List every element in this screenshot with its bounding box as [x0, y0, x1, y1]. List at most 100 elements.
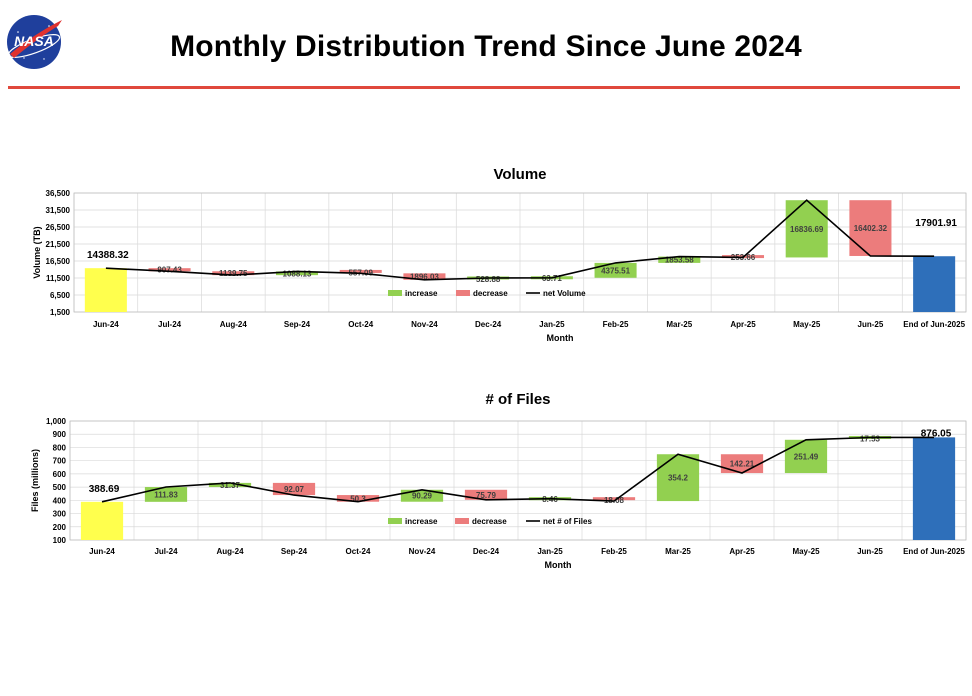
- y-axis-label: Files (millions): [30, 449, 40, 512]
- increase-bar: [784, 439, 828, 474]
- end-bar-label: 17901.91: [915, 218, 957, 229]
- start-bar: [84, 268, 127, 312]
- x-tick-label: Nov-24: [409, 547, 436, 556]
- increase-bar: [208, 482, 252, 488]
- y-tick-label: 500: [53, 483, 67, 492]
- x-tick-label: Jun-24: [93, 320, 119, 329]
- decrease-bar: [212, 271, 255, 276]
- start-bar-label: 14388.32: [87, 250, 129, 261]
- x-axis-label: Month: [547, 333, 574, 343]
- increase-bar: [400, 489, 444, 502]
- y-tick-label: 900: [53, 430, 67, 439]
- change-bar-label: 528.88: [476, 275, 501, 284]
- x-tick-label: Jun-25: [858, 320, 884, 329]
- chart-title: Volume: [493, 166, 546, 183]
- change-bar-label: 1896.03: [410, 273, 439, 282]
- y-tick-label: 6,500: [50, 291, 71, 300]
- y-tick-label: 31,500: [46, 206, 71, 215]
- y-tick-label: 1,000: [46, 417, 67, 426]
- change-bar-label: 1853.58: [665, 256, 694, 265]
- y-tick-label: 100: [53, 536, 67, 545]
- legend-increase-label: increase: [405, 517, 438, 526]
- y-tick-label: 300: [53, 510, 67, 519]
- legend-decrease-label: decrease: [472, 517, 507, 526]
- y-tick-label: 700: [53, 457, 67, 466]
- decrease-bar: [336, 495, 380, 502]
- change-bar-label: 111.83: [154, 490, 178, 499]
- x-tick-label: Apr-25: [729, 547, 755, 556]
- plot-area-border: [69, 420, 967, 541]
- chart-title: # of Files: [485, 391, 550, 408]
- change-bar-label: 92.07: [284, 485, 305, 494]
- change-bar-label: 1139.75: [219, 269, 248, 278]
- decrease-bar: [339, 269, 382, 273]
- x-tick-label: Dec-24: [475, 320, 502, 329]
- change-bar-label: 4375.51: [601, 266, 630, 275]
- change-bar-label: 90.29: [412, 492, 433, 501]
- change-bar-label: 251.49: [794, 452, 819, 461]
- increase-bar: [594, 262, 637, 278]
- x-tick-label: Oct-24: [348, 320, 373, 329]
- increase-bar: [785, 200, 828, 258]
- legend-decrease-swatch: [456, 290, 470, 296]
- decrease-bar: [464, 489, 508, 500]
- x-tick-label: Oct-24: [346, 547, 371, 556]
- x-tick-label: May-25: [792, 547, 820, 556]
- x-tick-label: Nov-24: [411, 320, 438, 329]
- change-bar-label: 17.53: [860, 435, 881, 444]
- legend-net-label: net # of Files: [543, 517, 592, 526]
- end-bar-label: 876.05: [921, 428, 952, 439]
- x-tick-label: Jan-25: [537, 547, 563, 556]
- y-tick-label: 800: [53, 443, 67, 452]
- change-bar-label: 16836.69: [790, 225, 824, 234]
- end-bar: [912, 437, 956, 540]
- x-tick-label: Sep-24: [284, 320, 311, 329]
- x-tick-label: Jun-24: [89, 547, 115, 556]
- net-line: [101, 436, 935, 503]
- increase-bar: [144, 487, 188, 502]
- y-tick-label: 600: [53, 470, 67, 479]
- y-tick-label: 1,500: [50, 308, 71, 317]
- decrease-bar: [148, 268, 191, 272]
- x-tick-label: May-25: [793, 320, 821, 329]
- end-bar: [913, 256, 956, 312]
- title-divider: [8, 86, 960, 89]
- x-tick-label: End of Jun-2025: [903, 547, 965, 556]
- decrease-bar: [592, 497, 636, 501]
- x-tick-label: Mar-25: [666, 320, 692, 329]
- y-tick-label: 16,500: [46, 257, 71, 266]
- start-bar: [80, 501, 124, 540]
- increase-bar: [658, 256, 701, 263]
- y-tick-label: 11,500: [46, 274, 71, 283]
- x-tick-label: Jul-24: [158, 320, 182, 329]
- increase-bar: [656, 454, 700, 502]
- change-bar-label: 907.43: [157, 266, 182, 275]
- change-bar-label: 354.2: [668, 474, 689, 483]
- legend-increase-label: increase: [405, 289, 438, 298]
- legend-increase-swatch: [388, 290, 402, 296]
- x-tick-label: Sep-24: [281, 547, 308, 556]
- legend-decrease-label: decrease: [473, 289, 508, 298]
- net-line: [105, 199, 935, 281]
- y-tick-label: 21,500: [46, 240, 71, 249]
- x-tick-label: Aug-24: [220, 320, 248, 329]
- legend-increase-swatch: [388, 518, 402, 524]
- y-axis-label: Volume (TB): [32, 226, 42, 278]
- y-tick-label: 400: [53, 496, 67, 505]
- change-bar-label: 31.37: [220, 481, 241, 490]
- change-bar-label: 1088.13: [283, 269, 312, 278]
- x-tick-label: Mar-25: [665, 547, 691, 556]
- decrease-bar: [849, 200, 892, 256]
- x-tick-label: Feb-25: [603, 320, 629, 329]
- change-bar-label: 8.46: [542, 495, 558, 504]
- y-tick-label: 26,500: [46, 223, 71, 232]
- page-title: Monthly Distribution Trend Since June 20…: [170, 30, 802, 63]
- x-tick-label: Feb-25: [601, 547, 627, 556]
- change-bar-label: 75.79: [476, 491, 497, 500]
- legend-net-label: net Volume: [543, 289, 586, 298]
- decrease-bar: [272, 482, 316, 496]
- start-bar-label: 388.69: [89, 484, 120, 495]
- x-tick-label: End of Jun-2025: [903, 320, 965, 329]
- x-axis-label: Month: [545, 560, 572, 570]
- volume-waterfall-chart: Volume 1,500 6,500 11,500 16,500 21,500 26,500…: [32, 166, 967, 343]
